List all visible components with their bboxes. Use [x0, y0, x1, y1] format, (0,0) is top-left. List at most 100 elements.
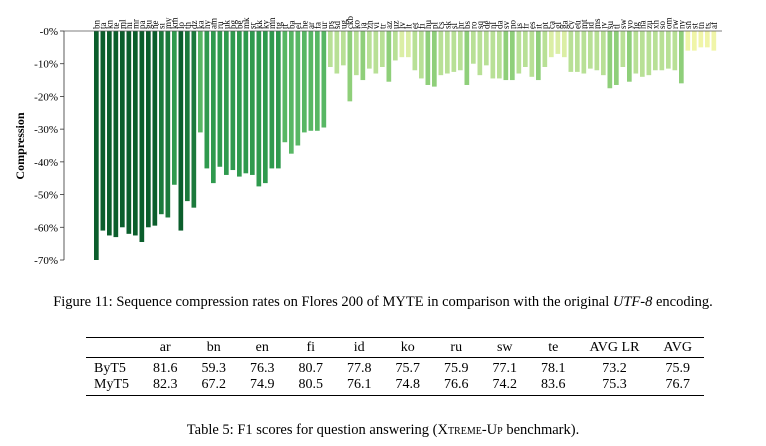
bar-he [302, 31, 307, 133]
bar-ps [328, 31, 333, 67]
bar-bs [464, 31, 470, 85]
table-cell: 80.7 [298, 361, 324, 376]
bar-ny [679, 31, 684, 84]
x-tick-label: tr [377, 23, 387, 29]
y-axis-label: Compression [13, 112, 27, 179]
bar-si [159, 31, 164, 215]
bar-zu [646, 31, 652, 76]
bar-su [607, 31, 613, 89]
x-tick-label: xh [650, 20, 660, 30]
bar-fi [419, 31, 424, 79]
bar-my [165, 31, 171, 218]
x-tick-label: ta [98, 22, 108, 29]
x-tick-label: dz [189, 21, 199, 30]
bar-am [211, 31, 216, 184]
x-tick-label: ro [468, 21, 478, 29]
y-tick-label: -50% [34, 190, 58, 202]
table-cell: 76.7 [651, 377, 704, 396]
x-tick-label: lv [397, 21, 407, 29]
results-table: ar bn en fi id ko ru sw te AVG LR AVG By… [86, 337, 704, 396]
bar-rw [672, 31, 678, 71]
bar-ro [471, 31, 476, 64]
x-tick-label: ig [631, 21, 641, 29]
x-tick-label: ky [260, 20, 270, 30]
table-cell: 76.6 [432, 377, 481, 396]
x-tick-label: ur [319, 22, 329, 30]
bar-pl [432, 31, 437, 87]
x-tick-label: ms [592, 18, 602, 29]
x-tick-label: ko [351, 20, 361, 30]
x-tick-label: ru [215, 21, 225, 29]
bar-mt [581, 31, 587, 74]
bar-id [588, 31, 593, 69]
table-caption-benchmark: Xtreme-Up [437, 422, 503, 438]
bar-ne [152, 31, 158, 226]
bar-om [666, 31, 671, 69]
x-tick-label: ga [559, 21, 569, 30]
x-tick-label: lo [176, 21, 186, 29]
table-cell: 77.8 [347, 361, 372, 376]
bar-hy [204, 31, 210, 169]
bar-fa [315, 31, 320, 131]
x-tick-label: tg [273, 21, 283, 29]
bar-uz [393, 31, 398, 61]
column-header: ar [141, 337, 190, 358]
x-tick-label: gl [553, 22, 563, 30]
bar-ba [289, 31, 294, 154]
bar-sr [250, 31, 255, 175]
bar-km [172, 31, 177, 185]
bar-tl [614, 31, 619, 85]
x-tick-label: ba [286, 21, 296, 30]
bar-dz [191, 31, 197, 208]
x-tick-label: el [293, 22, 303, 29]
bar-ga [562, 31, 567, 58]
table-cell: 75.3 [577, 377, 652, 396]
x-tick-label: ckb [345, 16, 355, 29]
bar-ar [308, 31, 314, 131]
y-tick-label: -30% [34, 124, 58, 136]
table-cell: 81.6 [153, 361, 178, 376]
x-tick-label: tn [696, 21, 706, 29]
bar-et [412, 31, 418, 71]
bar-sq [477, 31, 483, 76]
x-tick-label: mt [579, 19, 589, 29]
bar-bn [94, 31, 99, 260]
table-cell: 74.2 [480, 377, 529, 396]
x-tick-label: ug [338, 20, 348, 30]
x-tick-label: fi [416, 23, 426, 29]
bar-so [659, 31, 665, 71]
bar-mr [133, 31, 138, 236]
bar-ky [263, 31, 268, 184]
bar-sn [685, 31, 691, 51]
y-tick-label: -10% [34, 59, 58, 71]
bar-eu [575, 31, 580, 72]
column-header: AVG [651, 337, 704, 358]
x-tick-label: sq [475, 20, 485, 29]
x-tick-label: ka [195, 21, 205, 30]
bar-ug [341, 31, 346, 66]
x-tick-label: jv [598, 21, 608, 30]
x-tick-label: ps [325, 21, 335, 30]
x-tick-label: te [111, 22, 121, 29]
bar-jv [601, 31, 606, 76]
bar-lo [178, 31, 184, 231]
x-tick-label: sl [449, 22, 459, 29]
column-header: bn [189, 337, 238, 358]
compression-bar-chart: -0% -10% -20% -30% -40% -50% -60% -70% Compress… [13, 16, 722, 267]
bar-hr [458, 31, 463, 71]
x-tick-label: bn [91, 20, 101, 30]
bar-el [295, 31, 301, 146]
x-tick-label: hr [455, 22, 465, 30]
bar-ta [100, 31, 106, 231]
figure-caption-suffix: encoding. [652, 294, 713, 310]
x-tick-label: kk [254, 20, 264, 30]
table-cell: 80.5 [286, 377, 335, 396]
table-cell: 75.9 [444, 361, 469, 376]
figure-caption-prefix: Figure 11: Sequence compression rates on… [53, 294, 383, 310]
bar-is [516, 31, 522, 74]
x-tick-label: id [585, 21, 595, 29]
table-cell: 76.1 [335, 377, 384, 396]
table-cell: 82.3 [141, 377, 190, 396]
bar-yo [627, 31, 632, 82]
bar-cs [438, 31, 444, 76]
